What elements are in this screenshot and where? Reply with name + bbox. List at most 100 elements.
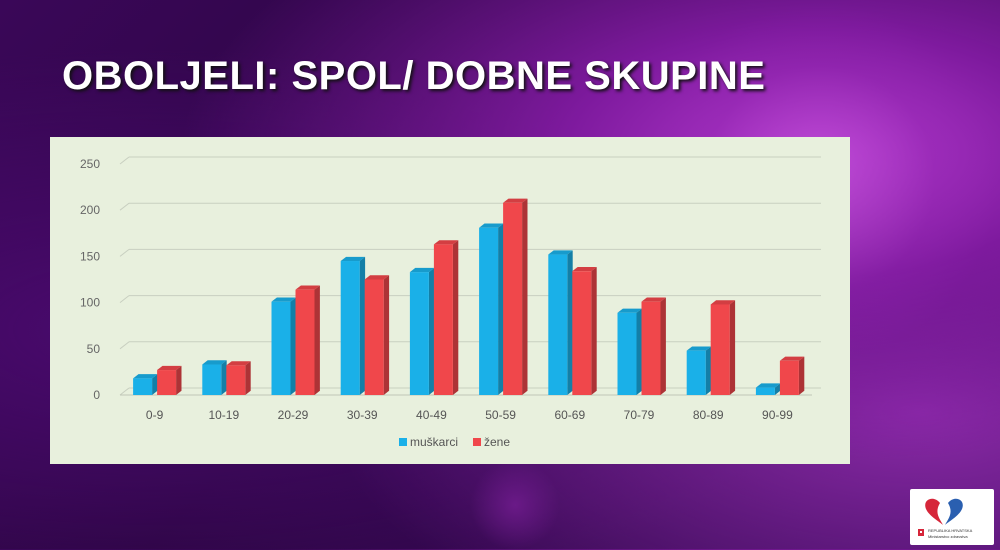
bar-zene — [710, 300, 736, 395]
heart-logo-icon — [918, 498, 963, 536]
ministry-logo: REPUBLIKA HRVATSKA Ministarstvo zdravstv… — [910, 489, 994, 545]
bar-front — [157, 370, 177, 395]
gridline — [119, 249, 130, 257]
x-tick-label: 20-29 — [278, 408, 309, 422]
bar-zene — [226, 361, 251, 395]
y-tick-label: 250 — [80, 157, 100, 171]
bar-side — [522, 198, 528, 395]
bar-side — [359, 256, 366, 395]
bar-top — [755, 383, 781, 388]
bar-muskarci — [271, 297, 296, 395]
bar-front — [641, 301, 661, 395]
bar-top — [364, 275, 390, 280]
bar-front — [755, 387, 775, 395]
bar-top — [503, 198, 528, 203]
bar-muskarci — [617, 308, 642, 395]
gridline — [119, 387, 130, 396]
bar-front — [710, 304, 730, 395]
bar-muskarci — [340, 256, 366, 395]
bar-top — [548, 250, 573, 255]
virus-decoration — [470, 460, 560, 550]
bar-front — [572, 271, 592, 395]
x-tick-label: 40-49 — [416, 408, 447, 422]
x-tick-label: 80-89 — [693, 408, 724, 422]
bar-zene — [157, 365, 182, 395]
bar-top — [340, 256, 366, 262]
bar-front — [433, 244, 453, 395]
bar-side — [660, 297, 666, 395]
bar-front — [202, 364, 222, 395]
bar-zene — [364, 275, 390, 395]
x-tick-label: 10-19 — [208, 408, 239, 422]
bar-front — [686, 350, 706, 395]
bar-zene — [572, 266, 597, 395]
bar-top — [641, 297, 666, 302]
slide-title: OBOLJELI: SPOL/ DOBNE SKUPINE — [62, 54, 766, 98]
bar-front — [409, 272, 429, 395]
bar-front — [548, 254, 568, 395]
bar-side — [567, 250, 573, 395]
bar-front — [503, 202, 523, 395]
logo-text: Ministarstvo zdravstva — [928, 534, 968, 539]
bar-front — [295, 289, 315, 395]
legend-label: muškarci — [410, 435, 458, 449]
gridline — [119, 202, 130, 211]
x-tick-label: 90-99 — [762, 408, 793, 422]
bar-front — [617, 312, 637, 395]
bar-muskarci — [686, 346, 712, 395]
bar-top — [202, 360, 227, 365]
bar-muskarci — [548, 250, 573, 395]
bar-top — [779, 356, 805, 361]
legend-label: žene — [484, 435, 510, 449]
bar-side — [774, 383, 781, 395]
x-tick-label: 60-69 — [554, 408, 585, 422]
bar-top — [133, 374, 158, 379]
bar-side — [428, 267, 435, 395]
bar-front — [271, 301, 291, 395]
y-tick-label: 100 — [80, 296, 100, 310]
bar-zene — [641, 297, 666, 395]
bar-side — [290, 297, 296, 395]
y-tick-label: 150 — [80, 249, 100, 263]
legend-swatch — [473, 438, 481, 446]
bar-top — [295, 285, 320, 290]
bar-muskarci — [409, 267, 435, 395]
x-tick-label: 30-39 — [347, 408, 378, 422]
bar-side — [729, 300, 736, 395]
bar-top — [479, 223, 504, 228]
legend-swatch — [399, 438, 407, 446]
gridline — [119, 156, 130, 165]
bar-top — [686, 346, 712, 351]
bar-side — [705, 346, 712, 395]
bar-muskarci — [202, 360, 227, 395]
gridline — [119, 341, 130, 350]
bar-top — [433, 240, 459, 245]
bar-front — [479, 227, 499, 395]
y-tick-label: 0 — [93, 388, 100, 402]
bar-front — [779, 360, 799, 395]
bar-top — [157, 365, 182, 371]
bar-side — [176, 365, 182, 395]
bar-top — [617, 308, 642, 313]
bar-zene — [779, 356, 805, 395]
x-tick-label: 50-59 — [485, 408, 516, 422]
bar-side — [245, 361, 251, 395]
bar-top — [572, 266, 597, 272]
bar-zene — [433, 240, 459, 395]
bar-side — [452, 240, 459, 395]
x-tick-label: 0-9 — [146, 408, 164, 422]
y-tick-label: 200 — [80, 203, 100, 217]
bar-muskarci — [479, 223, 504, 395]
bar-side — [498, 223, 504, 395]
chart-panel: 0 50 100 150 200 250 0-9 10-19 20-29 30-39 40-49 50… — [50, 137, 850, 464]
bar-front — [133, 378, 153, 395]
logo-text: REPUBLIKA HRVATSKA — [928, 528, 973, 533]
bar-side — [383, 275, 390, 395]
bar-zene — [503, 198, 528, 395]
bar-muskarci — [755, 383, 781, 395]
bar-muskarci — [133, 374, 158, 395]
bar-front — [340, 261, 360, 395]
bar-side — [636, 308, 642, 395]
bar-side — [221, 360, 227, 395]
bar-top — [409, 267, 435, 273]
